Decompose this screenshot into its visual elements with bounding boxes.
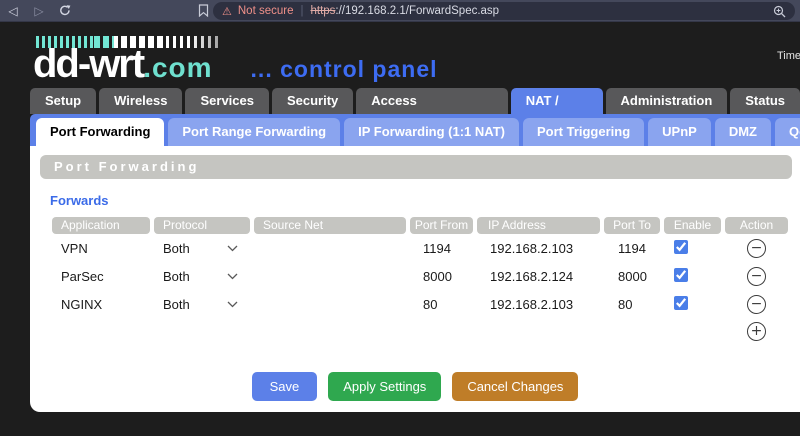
minus-icon: − <box>750 239 763 256</box>
port-to-field[interactable]: 80 <box>618 296 633 312</box>
enable-checkbox[interactable] <box>674 267 688 282</box>
subtab-port-forwarding[interactable]: Port Forwarding <box>36 118 165 146</box>
plus-icon: + <box>750 322 763 339</box>
time-label: Time: <box>777 50 800 62</box>
minus-icon: − <box>750 295 763 312</box>
protocol-value: Both <box>163 296 190 312</box>
port-from-field[interactable]: 8000 <box>423 268 452 284</box>
col-port-from: Port From <box>410 217 473 234</box>
forward-icon[interactable]: ▷ <box>34 3 44 18</box>
remove-row-button[interactable]: − <box>747 294 766 314</box>
ddwrt-tick-logo <box>36 36 218 48</box>
col-source-net: Source Net <box>254 217 406 234</box>
reload-icon[interactable] <box>52 0 78 22</box>
subtab-qos[interactable]: QoS <box>775 118 800 146</box>
back-icon[interactable]: ◁ <box>8 3 18 18</box>
col-enable: Enable <box>664 217 721 234</box>
ip-address-field[interactable]: 192.168.2.103 <box>490 240 574 256</box>
main-nav: Setup Wireless Services Security Access … <box>30 88 800 134</box>
tab-security[interactable]: Security <box>271 88 354 114</box>
protocol-select[interactable]: Both <box>154 297 250 312</box>
tab-administration[interactable]: Administration <box>605 88 728 114</box>
chevron-down-icon <box>227 245 238 251</box>
col-ip-address: IP Address <box>477 217 600 234</box>
protocol-select[interactable]: Both <box>154 269 250 284</box>
col-application: Application <box>52 217 150 234</box>
port-to-field[interactable]: 1194 <box>618 240 646 256</box>
tab-status[interactable]: Status <box>730 88 800 114</box>
subtab-ip-forwarding[interactable]: IP Forwarding (1:1 NAT) <box>344 118 519 146</box>
protocol-select[interactable]: Both <box>154 241 250 256</box>
apply-settings-button[interactable]: Apply Settings <box>328 372 442 401</box>
chevron-down-icon <box>227 273 238 279</box>
application-field[interactable]: NGINX <box>61 296 103 312</box>
add-row-line: + <box>52 318 800 344</box>
address-bar[interactable]: ⚠ Not secure | https://192.168.2.1/Forwa… <box>213 2 795 20</box>
table-header-row: Application Protocol Source Net Port Fro… <box>52 217 800 234</box>
protocol-value: Both <box>163 268 190 284</box>
section-title: Port Forwarding <box>40 155 792 179</box>
ddwrt-logo: dd-wrt .com ... control panel <box>33 42 438 87</box>
ip-address-field[interactable]: 192.168.2.124 <box>490 268 574 284</box>
insecure-warning-icon: ⚠ <box>222 5 232 18</box>
application-field[interactable]: VPN <box>61 240 88 256</box>
port-from-field[interactable]: 80 <box>423 296 438 312</box>
col-port-to: Port To <box>604 217 660 234</box>
forwards-label: Forwards <box>50 193 109 208</box>
sub-nav: Port Forwarding Port Range Forwarding IP… <box>30 114 800 146</box>
ip-address-field[interactable]: 192.168.2.103 <box>490 296 574 312</box>
remove-row-button[interactable]: − <box>747 266 766 286</box>
url-path: ://192.168.2.1/ForwardSpec.asp <box>335 5 500 17</box>
table-row: ParSec Both 8000 192.168.2.124 8000 − <box>52 262 800 290</box>
application-field[interactable]: ParSec <box>61 268 104 284</box>
subtab-port-triggering[interactable]: Port Triggering <box>522 118 645 146</box>
remove-row-button[interactable]: − <box>747 238 766 258</box>
bookmark-icon[interactable] <box>198 4 209 22</box>
minus-icon: − <box>750 267 763 284</box>
tab-nat-qos[interactable]: NAT / QoS <box>510 88 603 134</box>
tab-wireless[interactable]: Wireless <box>99 88 183 114</box>
table-row: NGINX Both 80 192.168.2.103 80 − <box>52 290 800 318</box>
page-zoom-icon[interactable] <box>773 5 786 18</box>
protocol-value: Both <box>163 240 190 256</box>
enable-checkbox[interactable] <box>674 295 688 310</box>
col-action: Action <box>725 217 788 234</box>
subtab-dmz[interactable]: DMZ <box>714 118 771 146</box>
logo-tld: .com <box>143 52 213 83</box>
url-text: https://192.168.2.1/ForwardSpec.asp <box>310 5 499 17</box>
content-panel: Port Forwarding Forwards Application Pro… <box>30 146 800 412</box>
add-row-button[interactable]: + <box>747 321 766 341</box>
logo-name: dd-wrt <box>33 42 145 86</box>
port-to-field[interactable]: 8000 <box>618 268 647 284</box>
address-divider: | <box>300 5 304 17</box>
not-secure-label: Not secure <box>237 5 294 17</box>
url-scheme: https <box>310 5 336 17</box>
enable-checkbox[interactable] <box>674 239 688 254</box>
col-protocol: Protocol <box>154 217 250 234</box>
save-button[interactable]: Save <box>251 372 318 401</box>
browser-toolbar: ◁ ▷ ⚠ Not secure | https://192.168.2.1/F… <box>0 0 800 22</box>
cancel-changes-button[interactable]: Cancel Changes <box>452 372 579 401</box>
subtab-port-range-forwarding[interactable]: Port Range Forwarding <box>168 118 341 146</box>
table-row: VPN Both 1194 192.168.2.103 1194 − <box>52 234 800 262</box>
chevron-down-icon <box>227 301 238 307</box>
tab-setup[interactable]: Setup <box>30 88 97 114</box>
form-actions: Save Apply Settings Cancel Changes <box>30 372 800 401</box>
subtab-upnp[interactable]: UPnP <box>648 118 711 146</box>
tab-access-restrictions[interactable]: Access Restrictions <box>356 88 508 134</box>
port-from-field[interactable]: 1194 <box>423 240 451 256</box>
tab-services[interactable]: Services <box>185 88 269 114</box>
logo-tagline: ... control panel <box>250 56 438 82</box>
